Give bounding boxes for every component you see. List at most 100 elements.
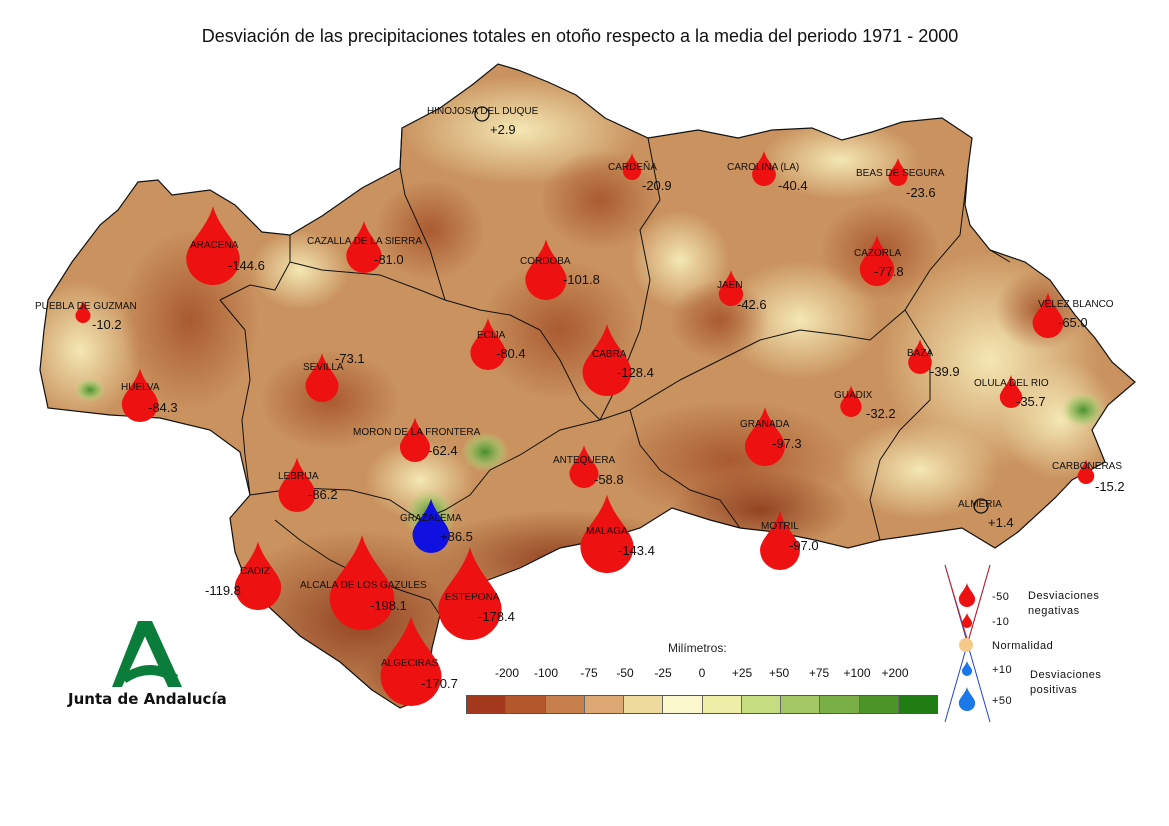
station-name: JAEN xyxy=(717,280,743,291)
station: ALMERIA +1.4 xyxy=(958,498,1014,530)
station-value: -101.8 xyxy=(563,272,600,287)
station-name: HINOJOSA DEL DUQUE xyxy=(427,106,539,117)
logo-text: Junta de Andalucía xyxy=(68,690,227,708)
station-value: -84.3 xyxy=(148,400,178,415)
station: GUADIX -32.2 xyxy=(834,385,896,421)
station-value: -65.0 xyxy=(1058,315,1088,330)
station: ALCALA DE LOS GAZULES -198.1 xyxy=(300,535,427,631)
deviation-legend xyxy=(944,564,991,723)
station-value: -97.0 xyxy=(789,538,819,553)
station-name: ALGECIRAS xyxy=(381,658,439,669)
scale-tick-label: +100 xyxy=(843,666,871,680)
station: ECIJA -80.4 xyxy=(470,318,526,370)
station: CARBONERAS -15.2 xyxy=(1052,459,1125,494)
station: MALAGA -143.4 xyxy=(580,494,655,573)
station-name: ANTEQUERA xyxy=(553,455,616,466)
negative-deviation-drop xyxy=(999,375,1023,408)
station: ARACENA -144.6 xyxy=(186,206,265,286)
station-value: +86.5 xyxy=(440,529,473,544)
station-value: -86.2 xyxy=(308,487,338,502)
legend-positive-label-1: Desviaciones xyxy=(1030,669,1102,681)
scale-tick-label: +50 xyxy=(768,666,790,680)
legend-positive-label-2: positivas xyxy=(1030,684,1078,696)
scale-tick-label: +75 xyxy=(808,666,830,680)
station: PUEBLA DE GUZMAN -10.2 xyxy=(35,300,137,332)
station-value: -62.4 xyxy=(428,443,458,458)
station-name: CARDEÑA xyxy=(608,160,657,173)
scale-swatch xyxy=(663,696,703,713)
station: CAZORLA -77.8 xyxy=(854,235,904,287)
station-value: -178.4 xyxy=(478,609,515,624)
scale-tick-label: -50 xyxy=(616,666,634,680)
station-value: -35.7 xyxy=(1016,394,1046,409)
negative-deviation-drop xyxy=(305,353,339,402)
negative-deviation-drop xyxy=(234,541,282,610)
negative-deviation-drop xyxy=(346,220,382,274)
station-value: -170.7 xyxy=(421,676,458,691)
station: ESTEPONA -178.4 xyxy=(438,547,515,641)
legend-neg10-label: -10 xyxy=(992,616,1010,628)
station-name: BAZA xyxy=(907,348,933,359)
map-title: Desviación de las precipitaciones totale… xyxy=(201,26,959,46)
station-value: -144.6 xyxy=(228,258,265,273)
station-value: -42.6 xyxy=(737,297,767,312)
station-name: HUELVA xyxy=(121,382,160,393)
station-value: -77.8 xyxy=(874,264,904,279)
station-name: SEVILLA xyxy=(303,362,344,373)
negative-deviation-drop xyxy=(186,206,240,286)
scale-swatch xyxy=(741,696,781,713)
station: HUELVA -84.3 xyxy=(121,368,178,422)
station-name: LEBRIJA xyxy=(278,471,319,482)
station-name: GRANADA xyxy=(740,419,790,430)
station-name: ECIJA xyxy=(477,330,506,341)
station-value: -119.8 xyxy=(205,583,241,598)
station-value: -97.3 xyxy=(772,436,802,451)
station: BEAS DE SEGURA -23.6 xyxy=(856,158,945,200)
station: HINOJOSA DEL DUQUE +2.9 xyxy=(427,106,539,137)
station-name: GRAZALEMA xyxy=(400,513,462,524)
negative-deviation-drop xyxy=(75,300,91,323)
negative-deviation-drop xyxy=(525,239,567,300)
station: VELEZ BLANCO -65.0 xyxy=(1032,292,1114,339)
negative-deviation-drop xyxy=(582,324,632,396)
station-name: ALMERIA xyxy=(958,499,1002,510)
scale-tick-label: -25 xyxy=(654,666,672,680)
negative-deviation-drop xyxy=(580,494,634,573)
station-value: +2.9 xyxy=(490,122,516,137)
station-value: -32.2 xyxy=(866,406,896,421)
station-value: -81.0 xyxy=(374,252,404,267)
legend-pos10-drop xyxy=(961,661,973,677)
station-value: -58.8 xyxy=(594,472,624,487)
negative-deviation-drop xyxy=(380,616,442,706)
normal-marker xyxy=(973,498,989,514)
legend-negative-label-2: negativas xyxy=(1028,605,1080,617)
station: MOTRIL -97.0 xyxy=(760,511,819,570)
negative-deviation-drop xyxy=(840,385,862,417)
scale-swatch xyxy=(506,696,546,713)
station: ANTEQUERA -58.8 xyxy=(553,445,624,488)
station-name: ESTEPONA xyxy=(445,592,500,603)
color-scale-bar xyxy=(466,695,938,714)
negative-deviation-drop xyxy=(752,151,776,187)
legend-normal-label: Normalidad xyxy=(992,640,1054,652)
scale-tick-label: -200 xyxy=(494,666,520,680)
station: CAZALLA DE LA SIERRA -81.0 xyxy=(307,220,422,274)
negative-deviation-drop xyxy=(278,457,316,513)
negative-deviation-drop xyxy=(1077,459,1095,485)
station-name: CORDOBA xyxy=(520,256,571,267)
station-value: -39.9 xyxy=(930,364,960,379)
station-name: MOTRIL xyxy=(761,521,799,532)
negative-deviation-drop xyxy=(744,407,786,467)
station: CAROLINA (LA) -40.4 xyxy=(727,151,808,193)
scale-tick-label: -75 xyxy=(580,666,598,680)
station-value: -198.1 xyxy=(370,598,407,613)
legend-normal-dot xyxy=(959,638,973,652)
legend-neg10-drop xyxy=(961,613,973,629)
station-name: GUADIX xyxy=(834,390,873,401)
scale-swatch xyxy=(702,696,742,713)
positive-deviation-drop xyxy=(412,498,450,553)
station-value: +1.4 xyxy=(988,515,1014,530)
scale-swatch xyxy=(467,696,507,713)
station-name: CAROLINA (LA) xyxy=(727,162,799,173)
